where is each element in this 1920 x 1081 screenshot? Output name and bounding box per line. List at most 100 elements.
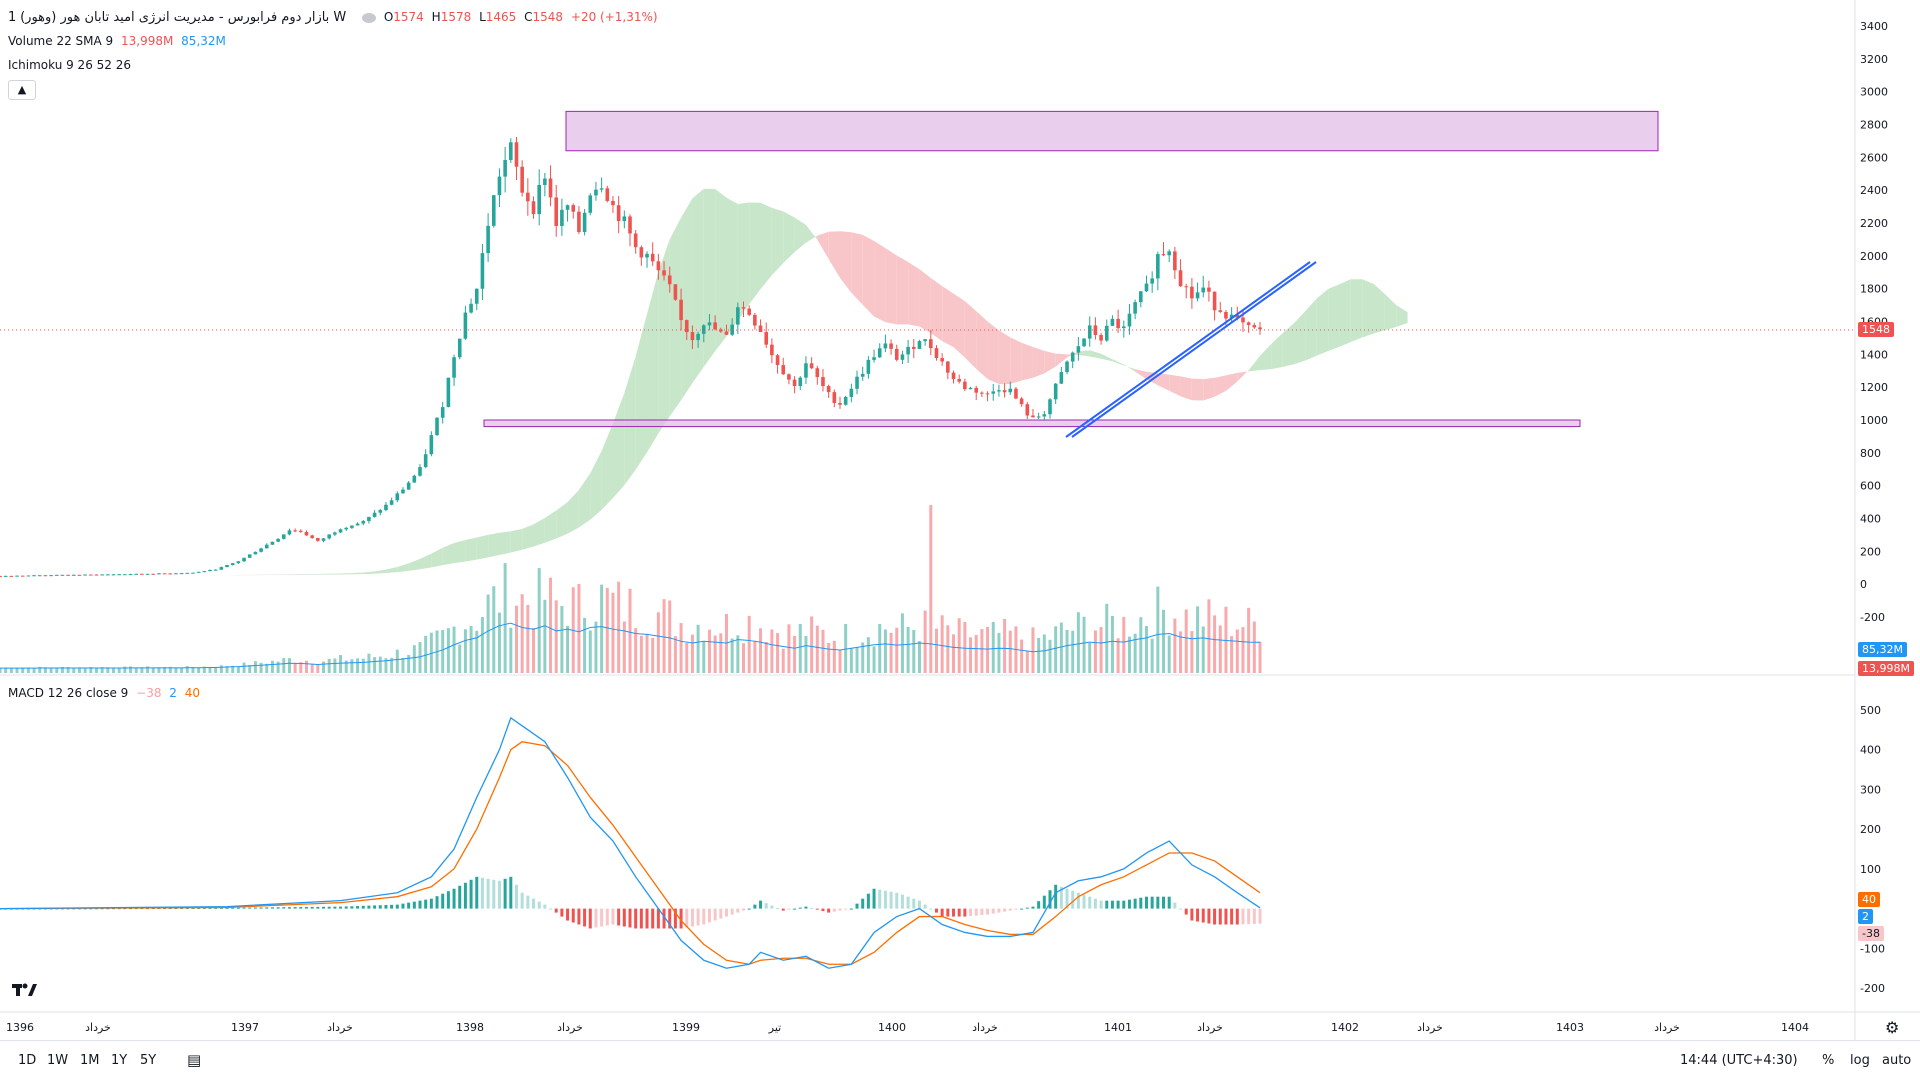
volume-sma-value: 85,32M [181,34,226,48]
volume-bar [214,667,217,673]
candle-body [1128,314,1132,327]
candle-body [901,354,905,359]
volume-bar [611,593,614,673]
volume-bar [1094,630,1097,673]
chevron-up-icon[interactable]: ▲ [8,80,36,100]
price-tick-label: 2000 [1860,250,1888,263]
cloud-segment [874,241,885,322]
macd-hist-bar [1134,899,1137,909]
low-label: L [479,10,486,24]
eye-icon[interactable] [362,13,376,23]
volume-legend[interactable]: Volume 22 SMA 9 13,998M 85,32M [8,34,230,48]
volume-bar [719,633,722,673]
candle-body [407,483,411,490]
volume-bar [1185,609,1188,673]
date-range-icon[interactable]: ▤ [187,1051,201,1069]
macd-hist-bar [895,893,898,909]
timeframe-1m[interactable]: 1M [80,1053,100,1068]
candle-body [1133,302,1137,314]
change-value: +20 (+1,31%) [571,10,658,24]
cloud-segment [1294,311,1305,364]
volume-tag: 13,998M [1858,661,1914,676]
macd-tick-label: -200 [1860,982,1885,995]
timeframe-1y[interactable]: 1Y [111,1053,127,1068]
candle-body [821,377,825,386]
price-tick-label: 3200 [1860,53,1888,66]
gear-icon[interactable]: ⚙ [1885,1018,1899,1037]
candle-body [163,573,167,574]
macd-legend[interactable]: MACD 12 26 close 9 −38 2 40 [8,686,204,700]
macd-hist-bar [436,896,439,908]
cloud-segment [636,314,647,470]
cloud-segment [454,540,465,563]
macd-hist-bar [714,909,717,921]
timeframe-1w[interactable]: 1W [47,1053,68,1068]
candle-body [10,576,14,577]
volume-bar [549,578,552,673]
macd-hist-bar [1031,907,1034,909]
percent-toggle[interactable]: % [1822,1053,1834,1068]
candle-body [702,325,706,333]
cloud-segment [1339,279,1350,347]
volume-bar [294,663,297,673]
cloud-segment [272,574,283,575]
macd-hist-bar [918,901,921,909]
macd-hist-bar [640,909,643,929]
cloud-segment [1396,305,1407,327]
macd-hist-bar [810,908,813,909]
candle-body [27,575,31,576]
candle-body [833,392,837,403]
macd-hist-bar [1236,909,1239,925]
macd-hist-bar [1020,909,1023,910]
volume-bar [1247,608,1250,673]
volume-bar [1145,626,1148,673]
candle-body [1139,291,1143,302]
candle-body [753,315,757,326]
candle-body [662,270,666,275]
cloud-segment [1192,379,1203,401]
ichimoku-legend[interactable]: Ichimoku 9 26 52 26 [8,58,135,72]
macd-hist-bar [1241,909,1244,925]
candle-body [1077,346,1081,352]
macd-hist-bar [589,909,592,929]
candle-body [1116,319,1120,328]
candle-body [1156,254,1160,278]
volume-bar [186,666,189,673]
macd-hist-bar [1230,909,1233,925]
cloud-segment [749,202,760,304]
close-label: C [524,10,532,24]
volume-bar [1066,630,1069,673]
volume-bar [453,627,456,673]
volume-bar [458,645,461,673]
volume-bar [929,505,932,673]
volume-bar [1207,599,1210,673]
volume-bar [356,658,359,673]
macd-hist-bar [1253,909,1256,924]
macd-hist-bar [629,909,632,928]
timeframe-1d[interactable]: 1D [18,1053,36,1068]
candle-body [588,195,592,212]
macd-hist-bar [657,909,660,929]
price-tick-label: 1800 [1860,283,1888,296]
candle-body [628,216,632,233]
clock[interactable]: 14:44 (UTC+4:30) [1680,1053,1798,1068]
timeframe-5y[interactable]: 5Y [140,1053,156,1068]
macd-hist-bar [878,890,881,909]
candle-body [293,530,297,531]
macd-hist-bar [560,909,563,917]
log-toggle[interactable]: log [1850,1053,1870,1068]
tradingview-logo[interactable] [10,978,40,1002]
candle-body [112,574,116,575]
volume-bar [878,624,881,673]
volume-bar [663,599,666,673]
auto-toggle[interactable]: auto [1882,1053,1911,1068]
volume-bar [821,630,824,673]
symbol-legend[interactable]: بازار دوم فرابورس - مدیریت انرژی امید تا… [8,10,662,25]
cloud-segment [1010,337,1021,384]
cloud-segment [363,571,374,574]
macd-hist-bar [419,901,422,909]
candle-body [203,571,207,572]
